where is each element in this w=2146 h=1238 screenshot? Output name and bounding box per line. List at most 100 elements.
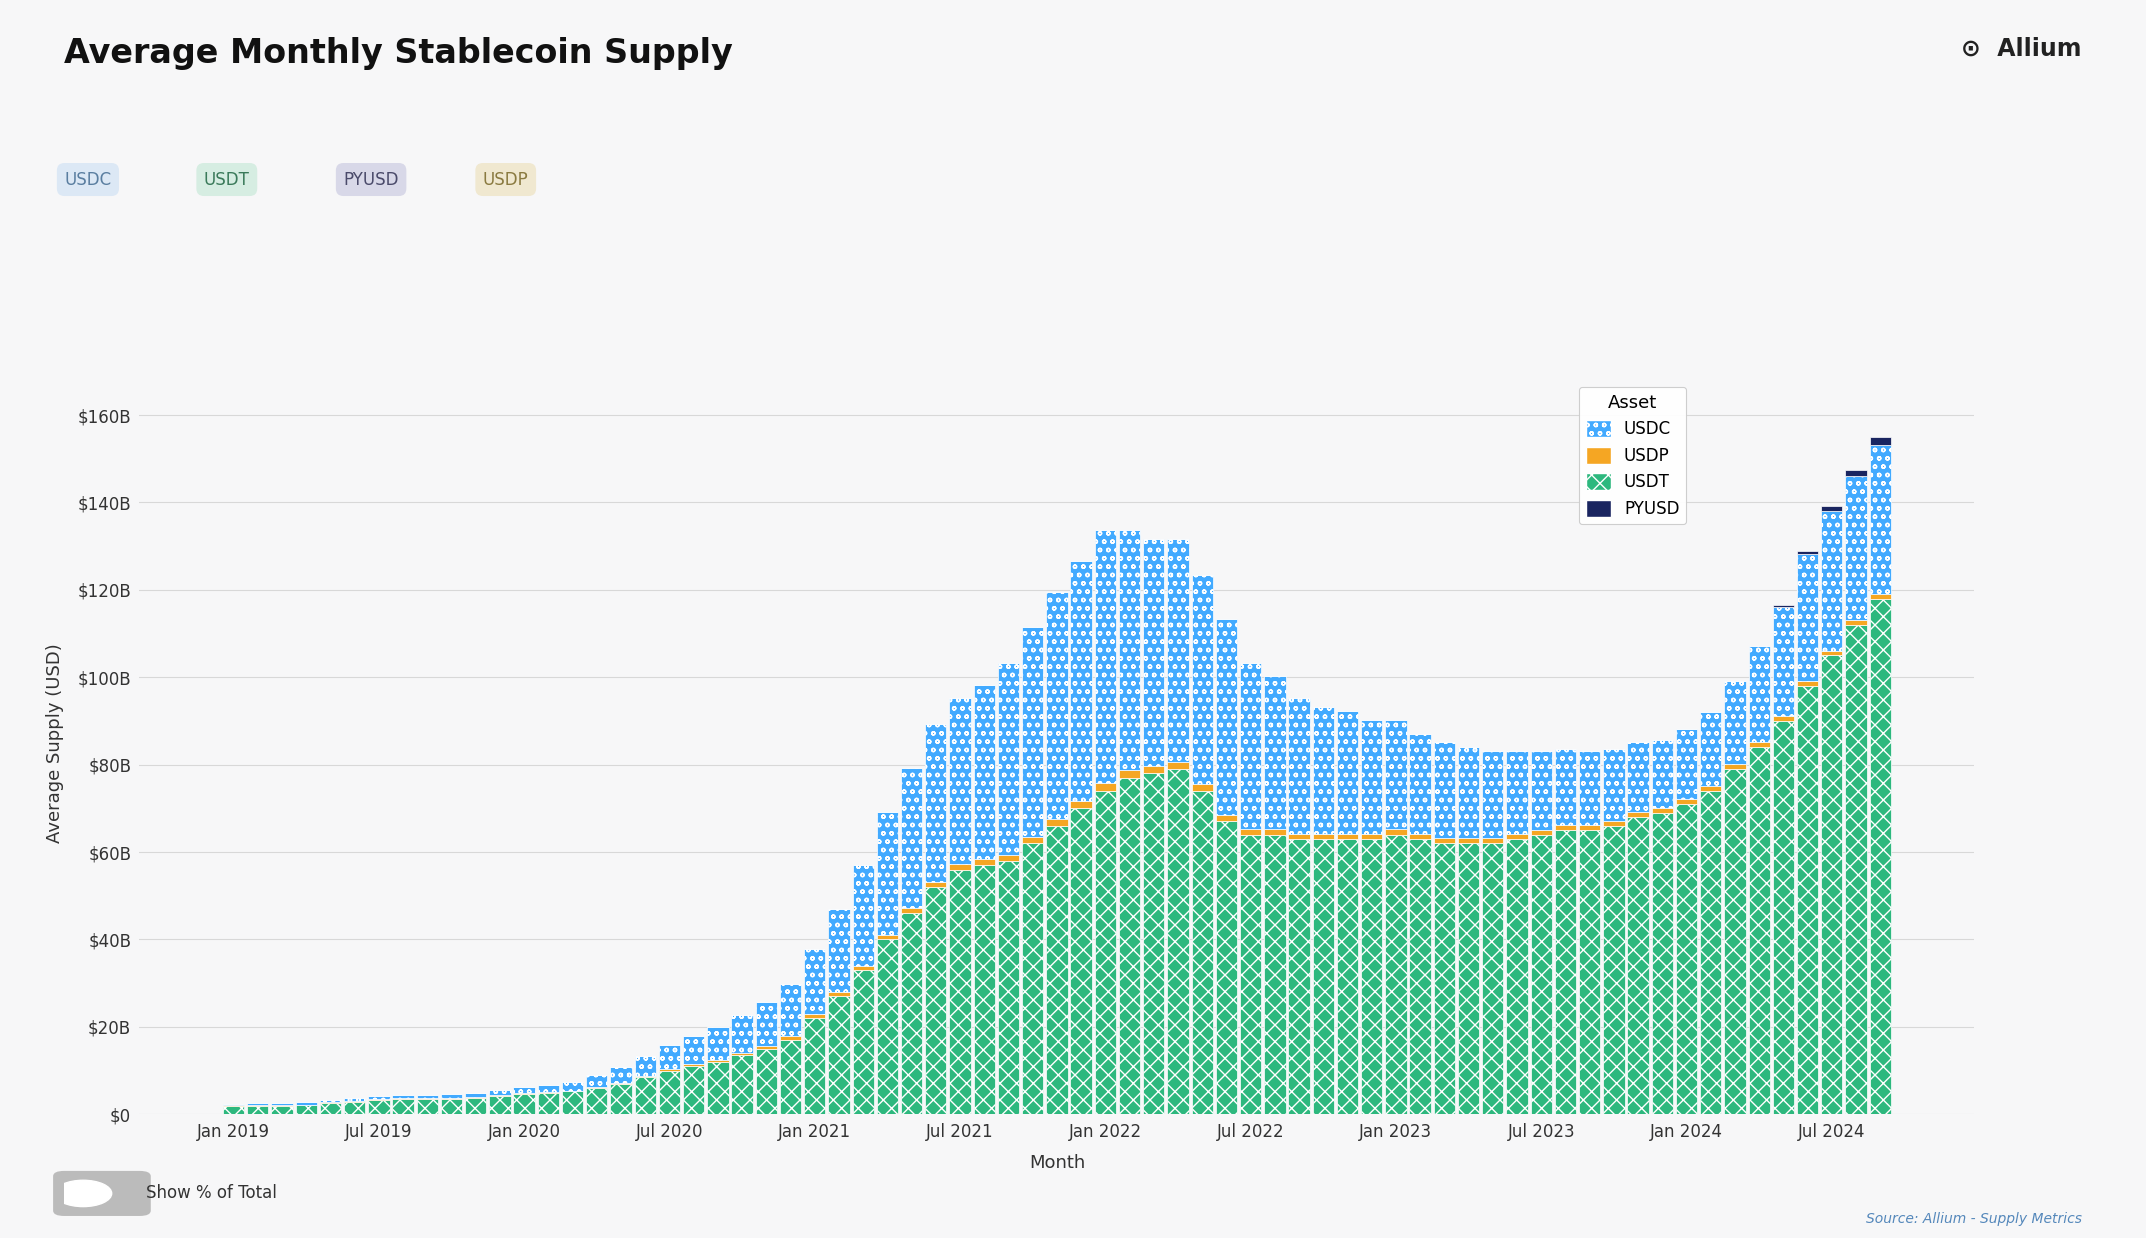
Bar	[343, 1102, 365, 1114]
Bar	[1723, 769, 1745, 1114]
Bar	[682, 1065, 704, 1066]
Bar	[828, 909, 850, 992]
Text: PYUSD: PYUSD	[343, 171, 399, 188]
Bar	[1313, 839, 1335, 1114]
Bar	[1773, 607, 1794, 716]
Bar	[878, 812, 897, 935]
Bar	[1337, 833, 1358, 839]
Bar	[1796, 681, 1818, 686]
Bar	[779, 984, 800, 1036]
Bar	[1579, 831, 1601, 1114]
Bar	[1047, 592, 1067, 820]
Bar	[1021, 837, 1043, 843]
Bar	[1603, 749, 1625, 821]
Bar	[513, 1087, 534, 1093]
Text: USDC: USDC	[64, 171, 112, 188]
Bar	[466, 1093, 487, 1097]
Bar	[949, 869, 970, 1114]
Bar	[1410, 734, 1431, 834]
Bar	[1217, 822, 1236, 1114]
Bar	[1047, 826, 1067, 1114]
Bar	[659, 1070, 680, 1071]
Text: USDP: USDP	[483, 171, 528, 188]
Bar	[1822, 655, 1843, 1114]
Bar	[1506, 834, 1528, 839]
Bar	[1700, 786, 1721, 791]
Bar	[1264, 834, 1285, 1114]
Bar	[1530, 829, 1552, 834]
Bar	[562, 1092, 584, 1114]
Bar	[682, 1066, 704, 1114]
Bar	[1483, 838, 1504, 843]
Bar	[925, 724, 946, 881]
Bar	[1773, 716, 1794, 721]
Bar	[1822, 651, 1843, 655]
Bar	[489, 1089, 511, 1094]
Bar	[1556, 826, 1575, 831]
Bar	[682, 1036, 704, 1065]
Bar	[1337, 839, 1358, 1114]
Bar	[805, 948, 826, 1014]
Bar	[1483, 751, 1504, 838]
Bar	[1217, 619, 1236, 816]
Bar	[732, 1052, 753, 1055]
Bar	[1021, 628, 1043, 837]
Bar	[878, 935, 897, 940]
Bar	[755, 1002, 777, 1046]
Bar	[1652, 740, 1674, 808]
Bar	[1822, 506, 1843, 511]
Bar	[1846, 470, 1867, 475]
Bar	[1386, 829, 1406, 834]
Text: USDT: USDT	[204, 171, 249, 188]
Bar	[1676, 729, 1697, 800]
Bar	[828, 992, 850, 997]
Bar	[659, 1071, 680, 1114]
Bar	[1313, 707, 1335, 833]
Bar	[998, 855, 1019, 860]
Bar	[1676, 803, 1697, 1114]
Bar	[901, 914, 923, 1114]
Bar	[974, 859, 996, 865]
Bar	[901, 907, 923, 914]
Bar	[1457, 747, 1479, 838]
Bar	[416, 1099, 438, 1114]
Bar	[708, 1026, 727, 1060]
Bar	[223, 1104, 245, 1106]
Bar	[1240, 662, 1262, 829]
Bar	[1191, 791, 1212, 1114]
Bar	[974, 865, 996, 1114]
Bar	[635, 1077, 657, 1114]
Bar	[998, 860, 1019, 1114]
Bar	[1579, 751, 1601, 826]
Bar	[296, 1102, 318, 1104]
Bar	[949, 864, 970, 869]
Bar	[1627, 743, 1648, 812]
Bar	[609, 1083, 631, 1114]
Bar	[247, 1103, 268, 1106]
Bar	[1361, 833, 1382, 839]
Bar	[1869, 437, 1891, 446]
Bar	[270, 1103, 292, 1106]
Bar	[1556, 749, 1575, 826]
Bar	[925, 881, 946, 886]
Bar	[852, 966, 873, 971]
Bar	[1723, 764, 1745, 769]
Bar	[393, 1096, 414, 1098]
Bar	[296, 1106, 318, 1114]
Bar	[1118, 770, 1140, 777]
Bar	[1796, 686, 1818, 1114]
Bar	[1337, 712, 1358, 833]
Bar	[393, 1099, 414, 1114]
Bar	[1386, 721, 1406, 829]
Y-axis label: Average Supply (USD): Average Supply (USD)	[45, 643, 64, 843]
Bar	[1361, 721, 1382, 833]
Bar	[562, 1082, 584, 1091]
Bar	[369, 1097, 391, 1099]
Bar	[805, 1014, 826, 1018]
Bar	[925, 886, 946, 1114]
Bar	[369, 1101, 391, 1114]
Bar	[1773, 605, 1794, 607]
Bar	[466, 1098, 487, 1114]
Bar	[732, 1055, 753, 1114]
Bar	[1240, 834, 1262, 1114]
